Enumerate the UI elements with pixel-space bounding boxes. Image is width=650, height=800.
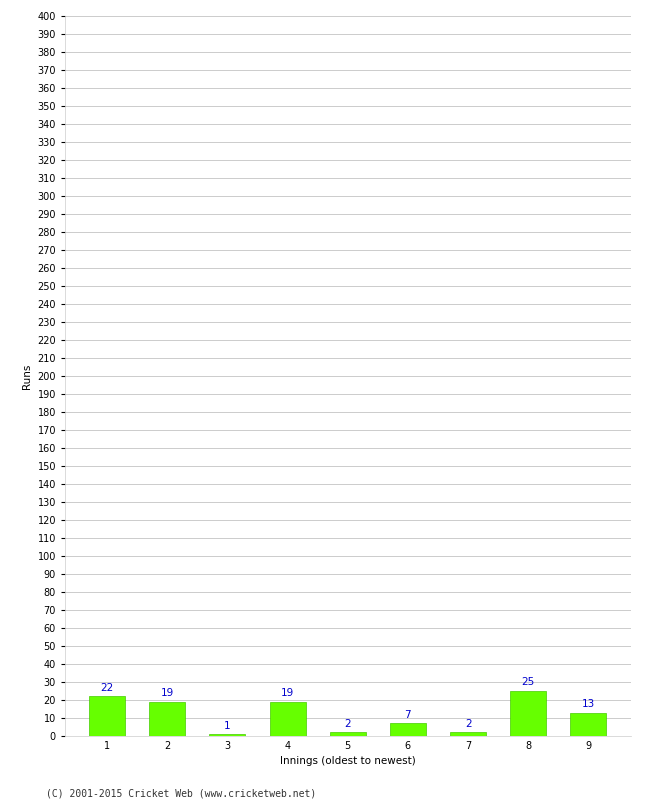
Text: 19: 19 xyxy=(281,688,294,698)
X-axis label: Innings (oldest to newest): Innings (oldest to newest) xyxy=(280,757,415,766)
Bar xyxy=(270,702,306,736)
Text: 19: 19 xyxy=(161,688,174,698)
Text: 7: 7 xyxy=(404,710,411,720)
Text: 25: 25 xyxy=(521,678,535,687)
Bar xyxy=(450,733,486,736)
Bar xyxy=(330,733,366,736)
Bar xyxy=(209,734,246,736)
Bar xyxy=(510,691,546,736)
Text: (C) 2001-2015 Cricket Web (www.cricketweb.net): (C) 2001-2015 Cricket Web (www.cricketwe… xyxy=(46,788,316,798)
Bar xyxy=(150,702,185,736)
Y-axis label: Runs: Runs xyxy=(22,363,32,389)
Text: 22: 22 xyxy=(101,683,114,693)
Bar xyxy=(390,723,426,736)
Text: 13: 13 xyxy=(582,699,595,709)
Text: 2: 2 xyxy=(344,719,351,729)
Bar xyxy=(89,696,125,736)
Bar xyxy=(570,713,606,736)
Text: 2: 2 xyxy=(465,719,471,729)
Text: 1: 1 xyxy=(224,721,231,730)
